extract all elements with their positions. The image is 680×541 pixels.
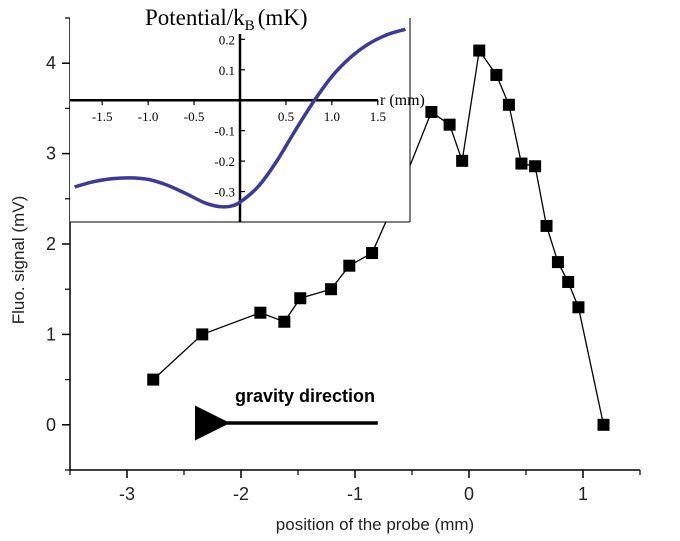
data-point: [502, 98, 515, 111]
data-point: [473, 44, 486, 57]
inset-chart: -1.5 -1.0 -0.5 0.5 1.0 1.50.20.1-0.1-0.2-0.3 …: [70, 5, 425, 223]
main-y-tick-label: 3: [46, 144, 56, 164]
inset-x-tick-label: 1.5: [370, 109, 386, 124]
main-y-tick-label: 4: [46, 53, 56, 73]
main-y-tick-label: 0: [46, 415, 56, 435]
data-point: [551, 256, 564, 269]
inset-x-tick-label: -1.5: [92, 109, 113, 124]
inset-title-main: Potential/k: [145, 5, 245, 30]
main-x-label: position of the probe (mm): [276, 515, 474, 534]
data-point: [515, 157, 528, 170]
main-series-line: [152, 48, 605, 425]
main-series: [152, 48, 605, 425]
inset-potential-curve: [74, 27, 406, 209]
data-point: [572, 301, 585, 314]
main-x-tick-label: -3: [119, 484, 135, 504]
inset-y-tick-label: 0.2: [219, 32, 235, 47]
data-point: [597, 418, 610, 431]
inset-title: Potential/kB (mK): [145, 5, 308, 34]
main-y-tick-label: 2: [46, 234, 56, 254]
data-point: [196, 328, 209, 341]
main-y-tick-label: 1: [46, 324, 56, 344]
main-x-tick-label: 0: [464, 484, 474, 504]
data-point: [425, 106, 438, 119]
inset-x-label: r (mm): [380, 92, 425, 109]
inset-axes: [70, 34, 378, 222]
inset-x-tick-label: 0.5: [278, 109, 294, 124]
data-point: [294, 292, 307, 305]
inset-x-tick-label: -1.0: [138, 109, 159, 124]
inset-x-tick-label: 1.0: [324, 109, 340, 124]
main-x-tick-label: -1: [347, 484, 363, 504]
inset-y-tick-label: -0.2: [214, 154, 235, 169]
data-point: [540, 219, 553, 232]
data-point: [366, 247, 379, 260]
data-point: [147, 373, 160, 386]
main-ticks: -3 -2 -1 0 1 0 1 2 3 4: [46, 17, 641, 504]
main-chart: -3 -2 -1 0 1 0 1 2 3 4 position of the probe (mm)…: [9, 17, 641, 534]
inset-y-tick-label: -0.1: [214, 124, 235, 139]
data-point: [529, 160, 542, 173]
main-y-label: Fluo. signal (mV): [9, 196, 28, 324]
gravity-direction-label: gravity direction: [235, 386, 375, 406]
data-point: [456, 154, 469, 167]
main-x-tick-label: 1: [578, 484, 588, 504]
inset-ticks: -1.5 -1.0 -0.5 0.5 1.0 1.5 0.2 0.1 -0.1 -0.2 -0.3: [92, 32, 386, 199]
data-point: [278, 315, 291, 328]
inset-y-tick-label: -0.3: [214, 185, 235, 200]
data-point: [343, 259, 356, 272]
data-point: [490, 68, 503, 81]
data-point: [254, 306, 267, 319]
inset-title-subscript: B: [245, 18, 255, 34]
main-x-tick-label: -2: [233, 484, 249, 504]
data-point: [325, 283, 338, 296]
inset-x-tick-label: -0.5: [184, 109, 205, 124]
data-point: [443, 118, 456, 131]
inset-title-unit: (mK): [258, 5, 308, 30]
data-point: [562, 275, 575, 288]
inset-y-tick-label: 0.1: [219, 63, 235, 78]
